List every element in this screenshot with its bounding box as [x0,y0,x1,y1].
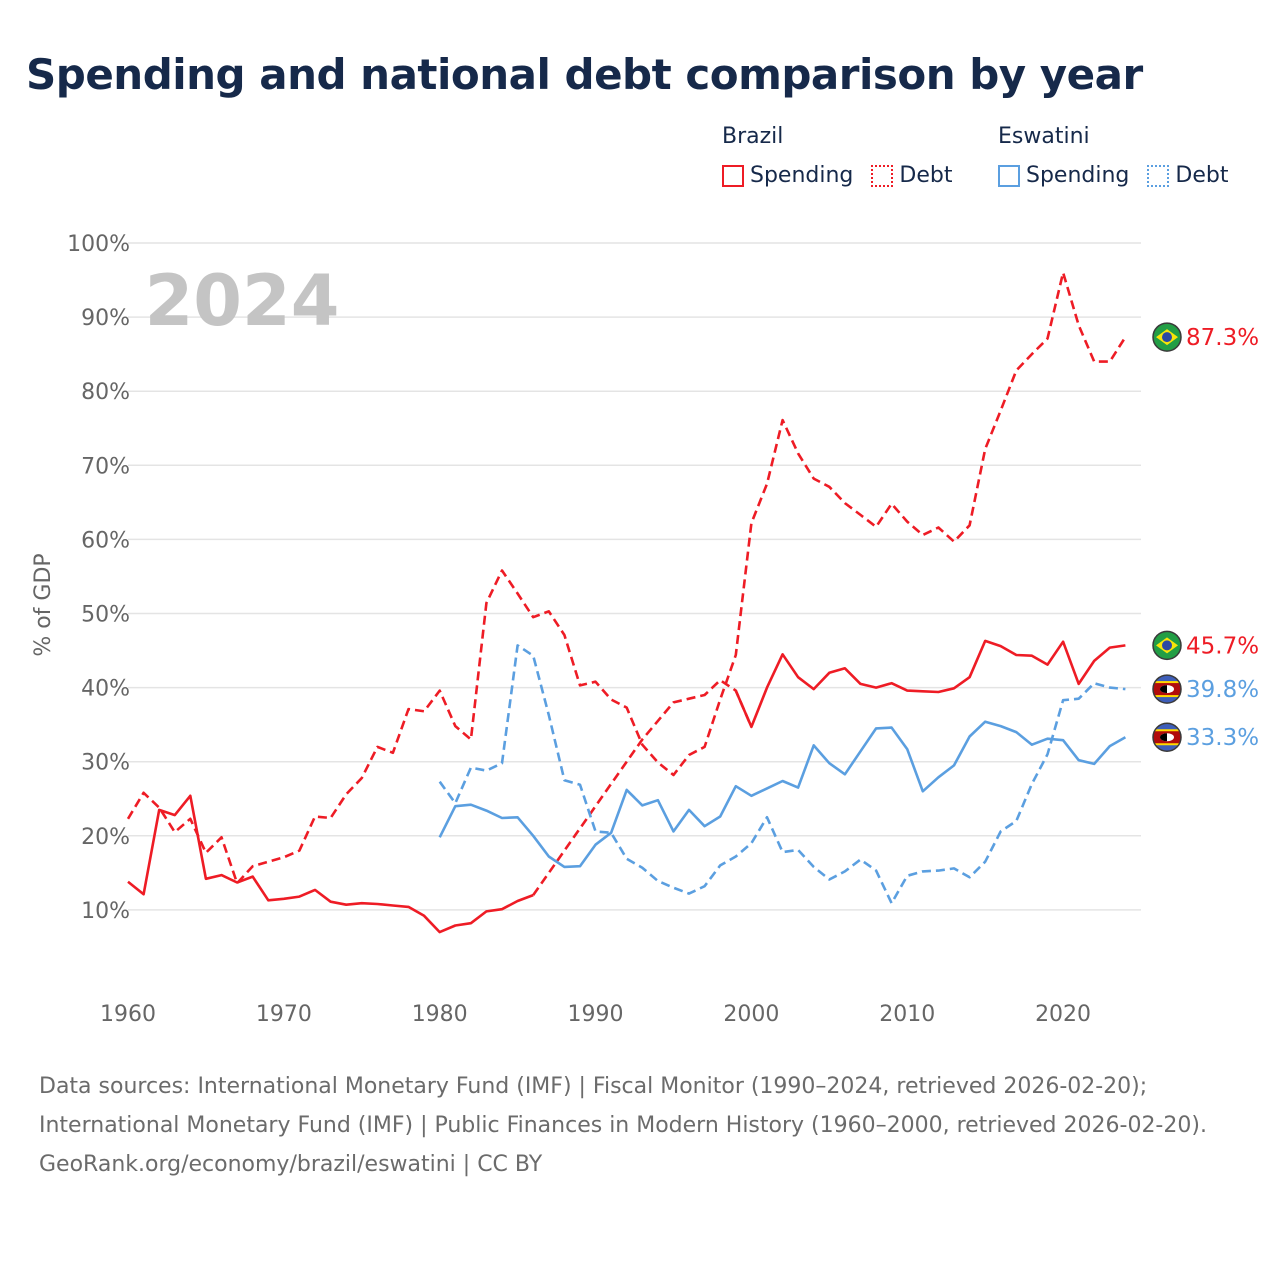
x-tick-label: 2000 [723,1002,779,1027]
y-tick-label: 50% [81,603,130,628]
legend-item-eswatini-spending[interactable]: Spending [998,163,1129,188]
axes: 10% 20% 30% 40% 50% 60% 70% 80% 90% 100% 1960 1970 1… [67,232,1091,1027]
brazil-spending-end-label: 45.7% [1186,633,1259,659]
chart-title: Spending and national debt comparison by… [26,50,1143,99]
line-chart: 10% 20% 30% 40% 50% 60% 70% 80% 90% 100% 1960 1970 1… [31,232,1259,1027]
y-tick-label: 100% [67,232,130,257]
brazil-spending-line [127,794,534,934]
legend-label: Spending [750,163,854,188]
y-tick-label: 70% [81,454,130,479]
x-tick-label: 2020 [1035,1002,1091,1027]
footer-credit[interactable]: GeoRank.org/economy/brazil/eswatini | CC… [39,1152,543,1177]
eswatini-spending-end-label: 33.3% [1186,725,1259,751]
eswatini-debt-line [438,644,1126,905]
footer-sources: Data sources: International Monetary Fun… [39,1074,1207,1138]
legend-swatch-dotted [1147,164,1170,187]
legend-group-eswatini: Eswatini Spending Debt [998,124,1246,188]
brazil-spending-line [532,678,753,896]
footer: Data sources: International Monetary Fun… [39,1067,1249,1184]
x-tick-label: 1990 [568,1002,624,1027]
x-tick-label: 1980 [412,1002,468,1027]
y-tick-label: 40% [81,677,130,702]
legend-item-brazil-spending[interactable]: Spending [722,163,853,188]
legend-swatch-solid [722,164,744,187]
series [126,271,1127,934]
y-axis-title: % of GDP [31,553,56,656]
legend-group-brazil: Brazil Spending Debt [722,124,970,188]
legend-country-label: Brazil [722,124,784,149]
end-labels: 45.7% 87.3% 33.3% 39.8% [1152,322,1259,752]
legend-country-label: Eswatini [998,124,1090,149]
year-watermark: 2024 [145,260,340,342]
y-tick-label: 30% [81,751,130,776]
y-tick-label: 90% [81,306,130,331]
x-tick-label: 1970 [256,1002,312,1027]
x-tick-label: 2010 [879,1002,935,1027]
y-tick-label: 10% [81,899,130,924]
legend-label: Spending [1026,163,1130,188]
y-tick-label: 80% [81,380,130,405]
eswatini-flag-icon [1152,722,1182,752]
x-tick-label: 1960 [100,1002,156,1027]
grid [128,242,1141,911]
legend-item-brazil-debt[interactable]: Debt [871,163,952,188]
brazil-spending-line [734,639,1126,729]
brazil-flag-icon [1152,630,1182,661]
brazil-flag-icon [1152,322,1182,352]
legend-swatch-solid [998,164,1020,187]
brazil-debt-end-label: 87.3% [1186,325,1259,351]
eswatini-spending-line [438,720,1127,869]
eswatini-flag-icon [1152,674,1182,704]
eswatini-debt-end-label: 39.8% [1186,677,1259,703]
legend-label: Debt [1175,163,1229,188]
legend-item-eswatini-debt[interactable]: Debt [1147,163,1228,188]
legend-label: Debt [899,163,953,188]
brazil-debt-line [126,271,1127,885]
legend-swatch-dotted [871,164,894,187]
y-tick-label: 60% [81,528,130,553]
y-tick-label: 20% [81,825,130,850]
